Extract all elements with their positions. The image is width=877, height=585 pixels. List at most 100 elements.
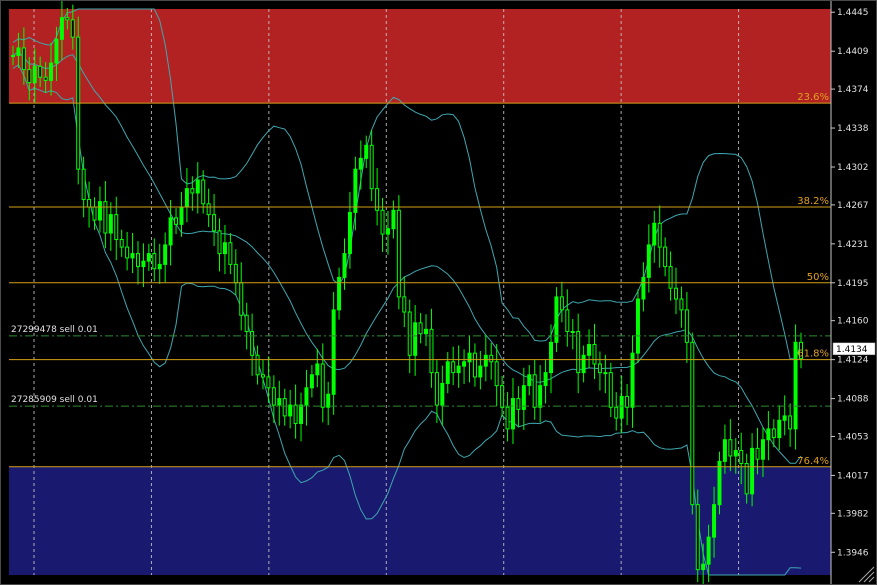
price-tick-label: 1.4302 xyxy=(837,163,869,173)
candle-body xyxy=(489,354,494,363)
candle-body xyxy=(646,244,651,278)
candle-body xyxy=(771,428,776,439)
candle-body xyxy=(478,365,483,378)
price-tick-label: 1.4195 xyxy=(837,279,869,289)
candle-body xyxy=(21,47,26,71)
candle-body xyxy=(510,398,515,430)
price-tick-label: 1.4124 xyxy=(837,356,869,366)
candle-body xyxy=(570,331,575,334)
candle-body xyxy=(195,179,200,194)
candle-body xyxy=(717,460,722,506)
candle-body xyxy=(739,450,744,465)
candle-body xyxy=(554,296,559,343)
candle-body xyxy=(760,439,765,460)
candle-body xyxy=(179,206,184,225)
bollinger-upper-band xyxy=(12,8,802,360)
candle-body xyxy=(782,415,787,421)
candle-body xyxy=(472,352,477,378)
candle-body xyxy=(282,398,287,417)
candle-body xyxy=(755,447,760,460)
candle-body xyxy=(695,504,700,571)
price-tick-label: 1.4445 xyxy=(837,8,869,18)
candle-body xyxy=(592,343,597,365)
fib-level-label: 61.8% xyxy=(797,349,829,360)
candle-body xyxy=(413,322,418,356)
candle-body xyxy=(309,374,314,389)
candle-body xyxy=(407,311,412,356)
candle-body xyxy=(630,352,635,408)
price-tick-label: 1.4017 xyxy=(837,471,869,481)
candle-body xyxy=(712,504,717,538)
candle-body xyxy=(391,209,396,230)
candle-body xyxy=(54,38,59,64)
candle-body xyxy=(445,361,450,384)
candle-body xyxy=(250,331,255,356)
candle-body xyxy=(304,387,309,406)
candle-body xyxy=(635,298,640,354)
candle-body xyxy=(641,276,646,300)
candle-body xyxy=(396,209,401,298)
resize-grip-stroke xyxy=(863,571,875,583)
candle-body xyxy=(701,563,706,571)
candle-body xyxy=(538,385,543,408)
candle-body xyxy=(239,282,244,316)
upper-zone xyxy=(9,9,831,104)
candle-body xyxy=(788,415,793,430)
candle-body xyxy=(429,328,434,374)
current-price-box xyxy=(832,342,876,356)
candle-body xyxy=(326,393,331,408)
candle-body xyxy=(27,69,32,84)
candle-body xyxy=(690,341,695,506)
candle-body xyxy=(652,222,657,246)
candle-body xyxy=(505,406,510,430)
candle-body xyxy=(119,239,124,248)
candle-body xyxy=(337,276,342,311)
candle-body xyxy=(559,296,564,311)
fib-level-label: 23.6% xyxy=(797,92,829,103)
candle-body xyxy=(320,363,325,408)
candle-body xyxy=(130,253,135,259)
candle-body xyxy=(114,214,119,241)
candle-body xyxy=(587,343,592,356)
candle-body xyxy=(434,372,439,406)
candle-body xyxy=(315,363,320,376)
candle-body xyxy=(201,179,206,205)
fib-level-label: 76.4% xyxy=(797,456,829,467)
candle-body xyxy=(125,246,130,259)
candle-body xyxy=(456,365,461,374)
candle-body xyxy=(793,341,798,430)
candle-body xyxy=(728,439,733,457)
candle-body xyxy=(59,17,64,40)
resize-grip-icon[interactable] xyxy=(858,566,875,583)
candle-body xyxy=(43,76,48,81)
price-tick-label: 1.4267 xyxy=(837,201,869,211)
candle-body xyxy=(722,439,727,462)
candle-body xyxy=(222,242,227,255)
candle-body xyxy=(663,246,668,268)
candle-body xyxy=(255,354,260,376)
candle-body xyxy=(174,217,179,225)
candle-body xyxy=(494,361,499,387)
order-label: 27285909 sell 0.01 xyxy=(11,395,98,405)
candle-body xyxy=(608,372,613,408)
fib-level-label: 50% xyxy=(807,272,829,283)
candle-body xyxy=(451,361,456,374)
candle-body xyxy=(424,328,429,335)
candle-body xyxy=(402,296,407,313)
candle-body xyxy=(347,211,352,255)
candle-body xyxy=(212,214,217,232)
candle-body xyxy=(733,450,738,457)
candle-body xyxy=(657,222,662,248)
candle-body xyxy=(103,201,108,234)
candle-body xyxy=(462,361,467,367)
candle-body xyxy=(668,266,673,289)
candle-body xyxy=(184,188,189,208)
candle-body xyxy=(799,341,803,360)
candle-body xyxy=(92,206,97,221)
resize-grip-stroke xyxy=(868,576,875,583)
price-tick-label: 1.4409 xyxy=(837,47,869,57)
candle-body xyxy=(532,374,537,408)
candle-body xyxy=(228,242,233,265)
